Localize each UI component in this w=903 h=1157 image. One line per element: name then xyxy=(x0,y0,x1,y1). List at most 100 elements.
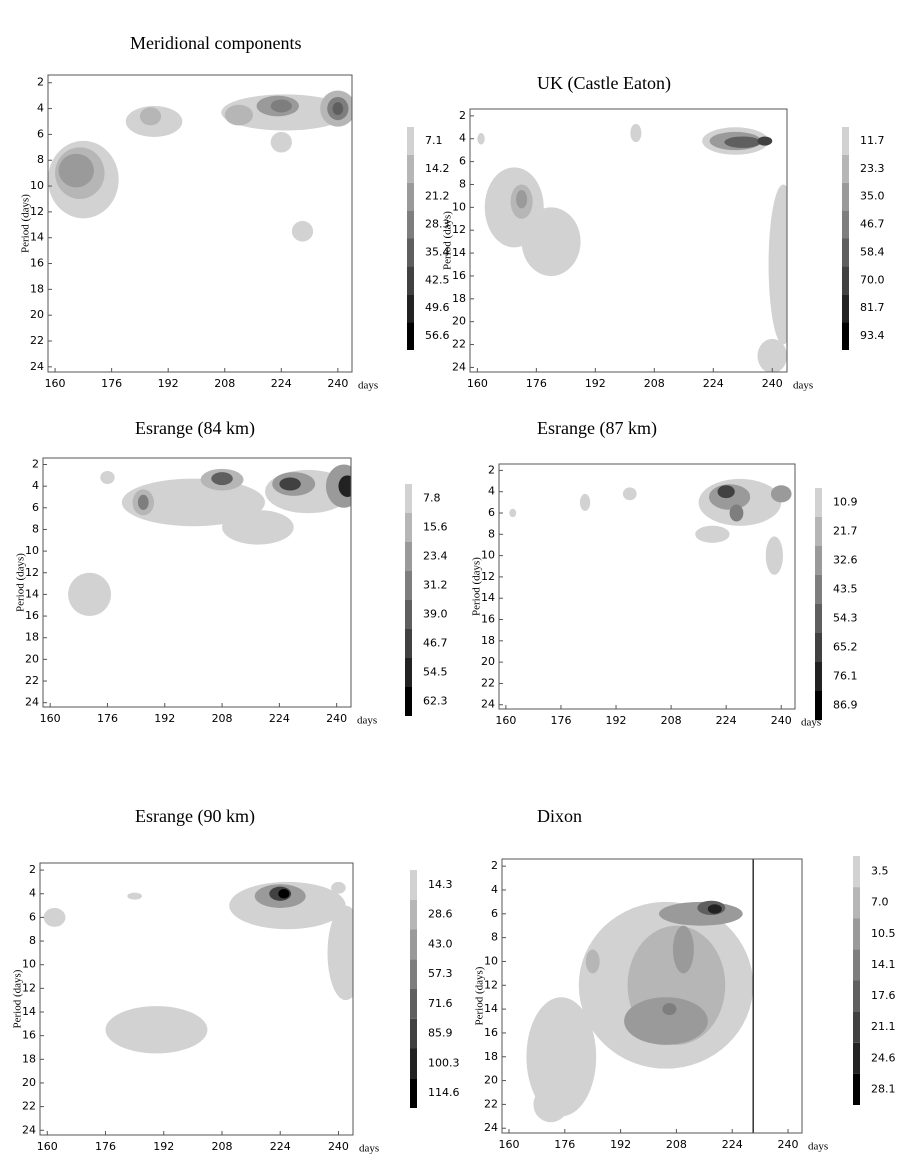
contour-region xyxy=(279,477,301,491)
colorbar-swatch xyxy=(405,484,412,513)
colorbar-swatch xyxy=(410,870,417,900)
plot-frame xyxy=(469,108,788,373)
x-tick-label: 240 xyxy=(778,1138,799,1151)
y-tick-label: 22 xyxy=(30,334,44,347)
colorbar-label: 10.9 xyxy=(833,496,858,509)
colorbar-swatch xyxy=(853,856,860,888)
colorbar-swatch xyxy=(815,575,822,604)
colorbar-swatch xyxy=(405,513,412,542)
x-tick-label: 176 xyxy=(550,714,571,727)
contour-region xyxy=(630,123,642,143)
contours xyxy=(48,90,352,242)
colorbar-label: 58.4 xyxy=(860,245,885,258)
x-tick-label: 208 xyxy=(666,1138,687,1151)
colorbar-swatch xyxy=(410,929,417,960)
colorbar-label: 93.4 xyxy=(860,329,885,342)
y-tick-label: 16 xyxy=(452,269,466,282)
colorbar-label: 70.0 xyxy=(860,273,885,286)
colorbar-label: 21.2 xyxy=(425,190,450,203)
y-tick-label: 18 xyxy=(30,282,44,295)
y-tick-label: 16 xyxy=(484,1026,498,1039)
x-tick-label: 192 xyxy=(585,377,606,390)
colorbar-label: 35.0 xyxy=(860,190,885,203)
contour-region xyxy=(509,508,517,518)
colorbar-swatch xyxy=(853,1042,860,1074)
panel-title: UK (Castle Eaton) xyxy=(537,73,671,94)
y-tick-label: 4 xyxy=(488,485,495,498)
contour-region xyxy=(768,184,787,345)
y-tick-label: 8 xyxy=(32,522,39,535)
y-tick-label: 4 xyxy=(37,102,44,115)
x-tick-label: 192 xyxy=(158,377,179,390)
y-tick-label: 22 xyxy=(25,674,39,687)
colorbar-label: 39.0 xyxy=(423,608,448,621)
y-tick-label: 4 xyxy=(32,479,39,492)
colorbar-swatch xyxy=(815,488,822,517)
contour-region xyxy=(332,102,344,116)
y-tick-label: 8 xyxy=(488,527,495,540)
contour-region xyxy=(224,104,254,126)
y-tick-label: 20 xyxy=(30,308,44,321)
x-tick-label: 224 xyxy=(270,1140,291,1153)
contour-region xyxy=(105,1006,208,1054)
colorbar-label: 28.1 xyxy=(871,1082,896,1095)
contour-region xyxy=(270,131,292,153)
colorbar-swatch xyxy=(410,1048,417,1079)
colorbar-label: 71.6 xyxy=(428,997,453,1010)
colorbar-label: 43.5 xyxy=(833,583,858,596)
contour-region xyxy=(662,1003,677,1016)
y-tick-label: 14 xyxy=(452,246,466,259)
contour-region xyxy=(672,925,694,974)
contours xyxy=(68,464,351,617)
panel-title: Dixon xyxy=(537,806,582,826)
contour-region xyxy=(585,949,600,974)
colorbar-swatch xyxy=(842,127,849,155)
colorbar-label: 11.7 xyxy=(860,134,885,147)
y-tick-label: 12 xyxy=(452,223,466,236)
colorbar-swatch xyxy=(410,899,417,930)
colorbar-swatch xyxy=(853,918,860,950)
y-tick-label: 14 xyxy=(30,231,44,244)
contour-region xyxy=(717,485,735,499)
y-tick-label: 24 xyxy=(452,360,466,373)
y-tick-label: 10 xyxy=(481,549,495,562)
colorbar-label: 7.1 xyxy=(425,134,443,147)
colorbar-label: 3.5 xyxy=(871,865,889,878)
colorbar-swatch xyxy=(815,662,822,691)
y-tick-label: 16 xyxy=(22,1029,36,1042)
colorbar-label: 15.6 xyxy=(423,521,448,534)
y-tick-label: 8 xyxy=(37,153,44,166)
contour-region xyxy=(724,136,762,148)
colorbar-swatch xyxy=(853,949,860,981)
x-axis-label: days xyxy=(357,715,377,727)
x-tick-label: 240 xyxy=(326,712,347,725)
y-tick-label: 20 xyxy=(481,655,495,668)
contour-region xyxy=(222,509,294,545)
x-tick-label: 224 xyxy=(716,714,737,727)
contour-region xyxy=(526,997,597,1117)
x-tick-label: 224 xyxy=(722,1138,743,1151)
colorbar-label: 35.4 xyxy=(425,245,450,258)
contour-region xyxy=(770,485,792,503)
colorbar-swatch xyxy=(842,238,849,267)
y-tick-label: 12 xyxy=(22,981,36,994)
y-tick-label: 12 xyxy=(481,570,495,583)
colorbar-swatch xyxy=(842,322,849,350)
y-tick-label: 16 xyxy=(25,609,39,622)
y-tick-label: 24 xyxy=(484,1121,498,1134)
colorbar-label: 114.6 xyxy=(428,1086,460,1099)
colorbar-swatch xyxy=(405,629,412,658)
y-tick-label: 6 xyxy=(488,506,495,519)
contour-region xyxy=(622,487,637,501)
colorbar-swatch xyxy=(407,182,414,211)
x-tick-label: 208 xyxy=(212,712,233,725)
y-tick-label: 4 xyxy=(491,883,498,896)
y-tick-label: 8 xyxy=(459,177,466,190)
x-tick-label: 192 xyxy=(153,1140,174,1153)
x-tick-label: 176 xyxy=(101,377,122,390)
y-tick-label: 22 xyxy=(481,676,495,689)
colorbar-label: 7.0 xyxy=(871,896,889,909)
contour-region xyxy=(139,107,162,126)
